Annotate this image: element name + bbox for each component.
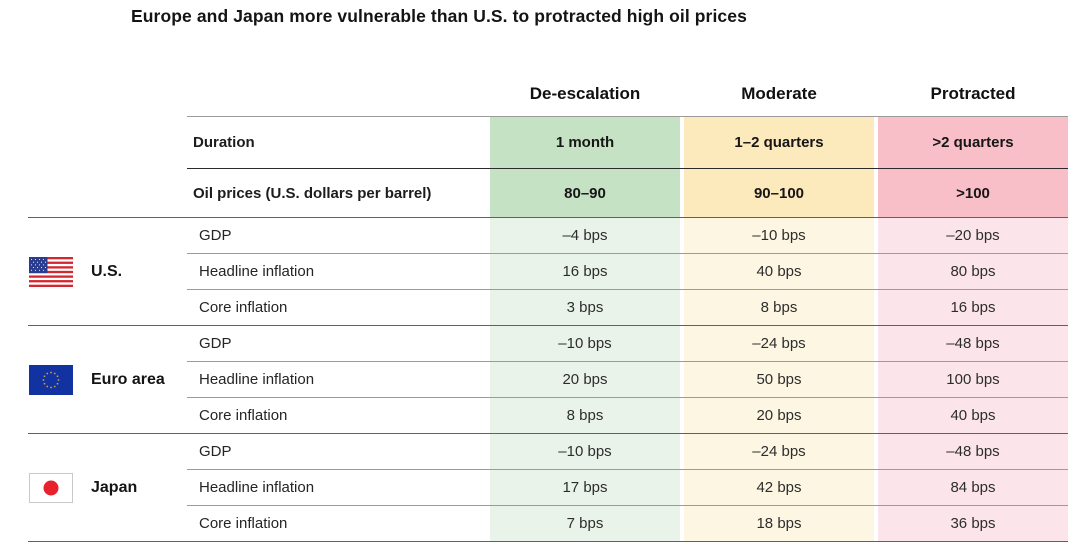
row-label: Headline inflation [199,371,315,388]
region-rows-us: GDP –4 bps –10 bps –20 bps Headline infl… [187,218,1068,325]
row-label: GDP [199,335,232,352]
duration-cell-deescalation: 1 month [490,117,680,168]
us-flag-icon [29,256,73,287]
value-cell: –10 bps [684,218,874,253]
value-cell: 20 bps [684,398,874,433]
row-label: Headline inflation [199,479,315,496]
region-rows-euro-area: GDP –10 bps –24 bps –48 bps Headline inf… [187,326,1068,433]
scenario-header-protracted: Protracted [930,84,1016,103]
value-cell: 80 bps [878,254,1068,289]
value-cell: 8 bps [684,290,874,325]
row-label: GDP [199,227,232,244]
region-name: Euro area [91,370,165,388]
region-header-us: U.S. [28,218,187,325]
figure-title: Europe and Japan more vulnerable than U.… [131,6,747,26]
oil-scenario-table: Duration 1 month 1–2 quarters >2 quarter… [28,116,1068,542]
region-name: Japan [91,478,138,496]
region-section-us: U.S. GDP –4 bps –10 bps –20 bps Headline… [28,217,1068,325]
oil-price-cell-moderate: 90–100 [684,169,874,217]
region-section-japan: Japan GDP –10 bps –24 bps –48 bps Headli… [28,433,1068,542]
value-cell: –10 bps [490,326,680,361]
row-label: GDP [199,443,232,460]
row-label-oil-prices: Oil prices (U.S. dollars per barrel) [193,184,432,202]
value-cell: 16 bps [878,290,1068,325]
scenario-meta-block: Duration 1 month 1–2 quarters >2 quarter… [187,116,1068,217]
table-row: GDP –10 bps –24 bps –48 bps [187,434,1068,469]
value-cell: 3 bps [490,290,680,325]
row-label: Core inflation [199,407,288,424]
table-row: Headline inflation 17 bps 42 bps 84 bps [187,469,1068,505]
row-label: Core inflation [199,515,288,532]
table-row: Core inflation 7 bps 18 bps 36 bps [187,505,1068,541]
value-cell: 8 bps [490,398,680,433]
scenario-header-deescalation: De-escalation [529,84,641,103]
value-cell: 7 bps [490,506,680,541]
value-cell: –48 bps [878,434,1068,469]
value-cell: 84 bps [878,470,1068,505]
region-header-japan: Japan [28,434,187,541]
eu-flag-icon [29,364,73,395]
oil-price-row: Oil prices (U.S. dollars per barrel) 80–… [187,168,1068,217]
table-row: Headline inflation 16 bps 40 bps 80 bps [187,253,1068,289]
value-cell: 17 bps [490,470,680,505]
scenario-header-moderate: Moderate [741,84,817,103]
table-row: Core inflation 8 bps 20 bps 40 bps [187,397,1068,433]
row-label-duration: Duration [193,134,255,151]
japan-flag-icon [29,472,73,503]
value-cell: –24 bps [684,326,874,361]
value-cell: 50 bps [684,362,874,397]
duration-cell-moderate: 1–2 quarters [684,117,874,168]
value-cell: –48 bps [878,326,1068,361]
value-cell: 16 bps [490,254,680,289]
region-section-euro-area: Euro area GDP –10 bps –24 bps –48 bps He… [28,325,1068,433]
region-header-euro-area: Euro area [28,326,187,433]
table-row: Headline inflation 20 bps 50 bps 100 bps [187,361,1068,397]
scenario-header-row: De-escalation Moderate Protracted [490,84,1068,104]
duration-cell-protracted: >2 quarters [878,117,1068,168]
value-cell: 40 bps [878,398,1068,433]
table-row: Core inflation 3 bps 8 bps 16 bps [187,289,1068,325]
duration-row: Duration 1 month 1–2 quarters >2 quarter… [187,117,1068,168]
value-cell: –24 bps [684,434,874,469]
value-cell: 40 bps [684,254,874,289]
table-row: GDP –4 bps –10 bps –20 bps [187,218,1068,253]
value-cell: –20 bps [878,218,1068,253]
oil-price-cell-protracted: >100 [878,169,1068,217]
value-cell: 36 bps [878,506,1068,541]
value-cell: 18 bps [684,506,874,541]
value-cell: –10 bps [490,434,680,469]
value-cell: 100 bps [878,362,1068,397]
value-cell: 20 bps [490,362,680,397]
value-cell: –4 bps [490,218,680,253]
row-label: Headline inflation [199,263,315,280]
region-name: U.S. [91,262,123,280]
row-label: Core inflation [199,299,288,316]
value-cell: 42 bps [684,470,874,505]
table-row: GDP –10 bps –24 bps –48 bps [187,326,1068,361]
oil-price-cell-deescalation: 80–90 [490,169,680,217]
region-rows-japan: GDP –10 bps –24 bps –48 bps Headline inf… [187,434,1068,541]
